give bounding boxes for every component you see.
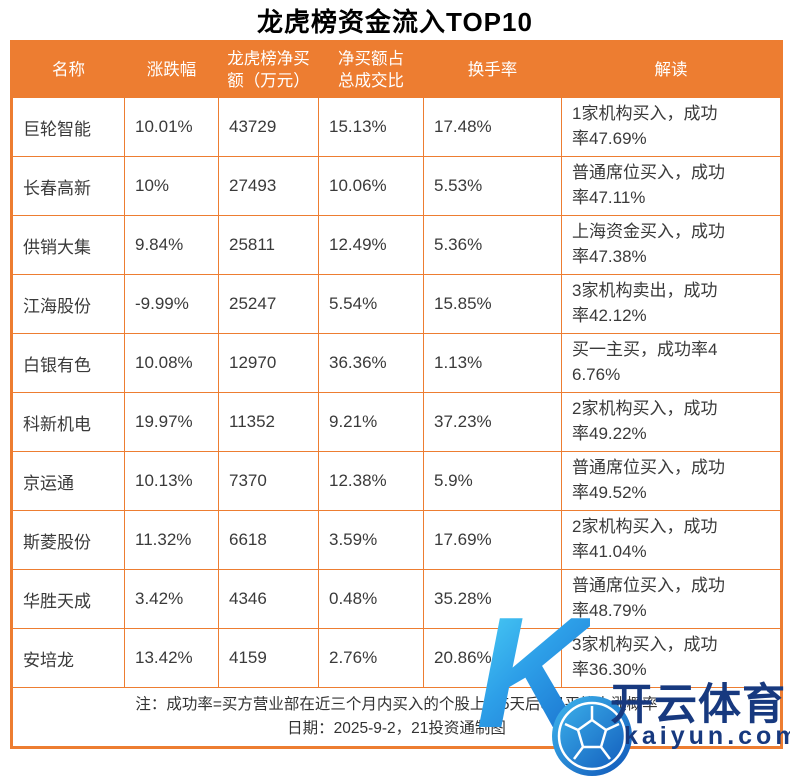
table-row: 白银有色 10.08% 12970 36.36% 1.13% 买一主买，成功率4…: [11, 333, 782, 393]
cell-turnover: 20.86%: [423, 628, 562, 688]
cell-name: 斯菱股份: [11, 510, 125, 570]
table-header: 名称 涨跌幅 龙虎榜净买 额（万元） 净买额占 总成交比 换手率 解读: [11, 41, 782, 98]
cell-note: 2家机构买入，成功 率41.04%: [561, 510, 782, 570]
cell-change: 10%: [124, 156, 219, 216]
table-row: 华胜天成 3.42% 4346 0.48% 35.28% 普通席位买入，成功 率…: [11, 569, 782, 629]
cell-name: 供销大集: [11, 215, 125, 275]
header-row: 名称 涨跌幅 龙虎榜净买 额（万元） 净买额占 总成交比 换手率 解读: [11, 41, 782, 98]
cell-name: 巨轮智能: [11, 97, 125, 157]
cell-ratio: 2.76%: [318, 628, 424, 688]
cell-name: 华胜天成: [11, 569, 125, 629]
cell-note: 上海资金买入，成功 率47.38%: [561, 215, 782, 275]
cell-change: -9.99%: [124, 274, 219, 334]
cell-change: 3.42%: [124, 569, 219, 629]
cell-net-buy: 11352: [218, 392, 319, 452]
cell-turnover: 5.9%: [423, 451, 562, 511]
table-row: 供销大集 9.84% 25811 12.49% 5.36% 上海资金买入，成功 …: [11, 215, 782, 275]
cell-name: 京运通: [11, 451, 125, 511]
cell-ratio: 9.21%: [318, 392, 424, 452]
col-header-change: 涨跌幅: [124, 41, 219, 98]
cell-turnover: 15.85%: [423, 274, 562, 334]
col-header-net-buy: 龙虎榜净买 额（万元）: [218, 41, 319, 98]
cell-note: 普通席位买入，成功 率47.11%: [561, 156, 782, 216]
lhb-table: 名称 涨跌幅 龙虎榜净买 额（万元） 净买额占 总成交比 换手率 解读 巨轮智能…: [10, 40, 783, 749]
cell-ratio: 3.59%: [318, 510, 424, 570]
cell-ratio: 12.38%: [318, 451, 424, 511]
footer-note-row: 注：成功率=买方营业部在近三个月内买入的个股上榜5天后5日平均上涨概率 日期：2…: [11, 687, 782, 748]
cell-turnover: 1.13%: [423, 333, 562, 393]
cell-name: 白银有色: [11, 333, 125, 393]
col-header-name: 名称: [11, 41, 125, 98]
cell-ratio: 36.36%: [318, 333, 424, 393]
cell-note: 普通席位买入，成功 率49.52%: [561, 451, 782, 511]
cell-net-buy: 25247: [218, 274, 319, 334]
cell-net-buy: 25811: [218, 215, 319, 275]
table-row: 京运通 10.13% 7370 12.38% 5.9% 普通席位买入，成功 率4…: [11, 451, 782, 511]
cell-ratio: 15.13%: [318, 97, 424, 157]
cell-ratio: 10.06%: [318, 156, 424, 216]
table-row: 江海股份 -9.99% 25247 5.54% 15.85% 3家机构卖出，成功…: [11, 274, 782, 334]
cell-net-buy: 12970: [218, 333, 319, 393]
cell-net-buy: 7370: [218, 451, 319, 511]
table-row: 斯菱股份 11.32% 6618 3.59% 17.69% 2家机构买入，成功 …: [11, 510, 782, 570]
cell-note: 3家机构买入，成功 率36.30%: [561, 628, 782, 688]
cell-name: 江海股份: [11, 274, 125, 334]
table-row: 巨轮智能 10.01% 43729 15.13% 17.48% 1家机构买入，成…: [11, 97, 782, 157]
cell-name: 科新机电: [11, 392, 125, 452]
cell-ratio: 5.54%: [318, 274, 424, 334]
page-title: 龙虎榜资金流入TOP10: [257, 7, 533, 37]
cell-change: 13.42%: [124, 628, 219, 688]
col-header-ratio: 净买额占 总成交比: [318, 41, 424, 98]
cell-turnover: 17.48%: [423, 97, 562, 157]
cell-change: 11.32%: [124, 510, 219, 570]
cell-net-buy: 4159: [218, 628, 319, 688]
cell-change: 10.01%: [124, 97, 219, 157]
cell-note: 3家机构卖出，成功 率42.12%: [561, 274, 782, 334]
cell-name: 安培龙: [11, 628, 125, 688]
footer-note: 注：成功率=买方营业部在近三个月内买入的个股上榜5天后5日平均上涨概率 日期：2…: [11, 687, 782, 748]
cell-note: 买一主买，成功率4 6.76%: [561, 333, 782, 393]
cell-net-buy: 43729: [218, 97, 319, 157]
cell-turnover: 35.28%: [423, 569, 562, 629]
col-header-note: 解读: [561, 41, 782, 98]
table-row: 长春高新 10% 27493 10.06% 5.53% 普通席位买入，成功 率4…: [11, 156, 782, 216]
table-row: 科新机电 19.97% 11352 9.21% 37.23% 2家机构买入，成功…: [11, 392, 782, 452]
cell-change: 9.84%: [124, 215, 219, 275]
cell-turnover: 17.69%: [423, 510, 562, 570]
cell-turnover: 5.36%: [423, 215, 562, 275]
cell-ratio: 0.48%: [318, 569, 424, 629]
cell-name: 长春高新: [11, 156, 125, 216]
cell-net-buy: 27493: [218, 156, 319, 216]
cell-change: 10.13%: [124, 451, 219, 511]
cell-net-buy: 4346: [218, 569, 319, 629]
cell-ratio: 12.49%: [318, 215, 424, 275]
col-header-turnover: 换手率: [423, 41, 562, 98]
cell-change: 10.08%: [124, 333, 219, 393]
cell-note: 1家机构买入，成功 率47.69%: [561, 97, 782, 157]
cell-note: 2家机构买入，成功 率49.22%: [561, 392, 782, 452]
cell-net-buy: 6618: [218, 510, 319, 570]
cell-turnover: 5.53%: [423, 156, 562, 216]
cell-note: 普通席位买入，成功 率48.79%: [561, 569, 782, 629]
table-row: 安培龙 13.42% 4159 2.76% 20.86% 3家机构买入，成功 率…: [11, 628, 782, 688]
cell-turnover: 37.23%: [423, 392, 562, 452]
cell-change: 19.97%: [124, 392, 219, 452]
